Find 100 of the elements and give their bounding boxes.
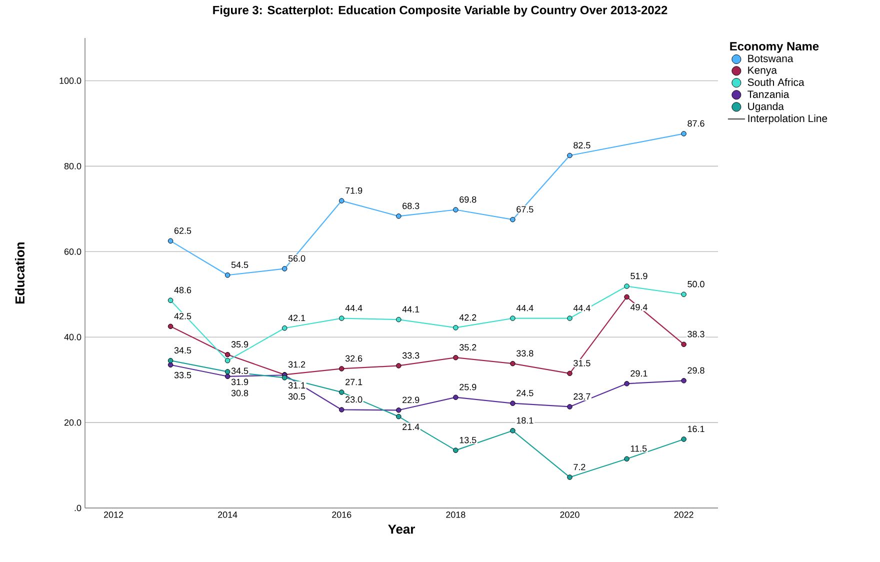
data-label: 34.5 [174,347,192,354]
legend-label: Tanzania [748,90,790,98]
legend-label: Kenya [748,66,777,76]
data-label: 44.4 [516,304,534,312]
legend-label: South Africa [748,78,804,86]
point [453,207,458,212]
data-label: 33.5 [174,372,192,378]
data-label: 51.9 [630,272,648,280]
data-label: 23.0 [346,396,362,403]
point [453,325,458,330]
point [681,378,686,384]
point [567,370,572,376]
data-label: 48.6 [174,286,192,294]
y-tick-label: 60.0 [64,248,82,255]
point [453,394,458,400]
point [510,400,516,406]
data-label: 42.5 [174,312,192,320]
point [510,316,516,321]
point [567,316,572,321]
data-label: 33.8 [516,350,534,357]
point [681,436,686,442]
point [567,404,572,410]
data-label: 68.3 [402,202,420,210]
point [681,131,686,136]
data-label: 69.8 [460,196,476,203]
data-label: 35.2 [460,344,476,351]
data-label: 71.9 [346,187,362,194]
data-label: 44.4 [573,304,590,312]
point [338,390,344,395]
point [338,366,344,372]
y-tick-label: 40.0 [64,334,82,340]
point [567,474,572,480]
data-label: 44.4 [345,304,362,312]
y-tick-label: 80.0 [64,163,82,170]
data-label: 34.5 [231,368,248,374]
data-label: 44.1 [402,306,420,312]
data-label: 33.3 [402,352,420,359]
data-label: 24.5 [516,390,534,396]
y-tick-label: 100.0 [60,78,82,84]
point [224,369,230,374]
data-label: 18.1 [516,417,534,424]
point [681,292,686,297]
data-label: 21.4 [402,424,420,430]
point [624,381,630,386]
data-label: 32.6 [345,355,362,362]
point [624,294,630,300]
data-label: 35.9 [231,341,248,348]
x-tick-label: 2014 [218,512,238,518]
data-label: 42.1 [288,314,306,321]
point [396,414,402,420]
point [681,342,686,347]
text: Interpolation Line [748,114,828,124]
y-axis-title: Education [14,242,25,304]
point [168,238,174,244]
legend-title: Economy Name [730,42,819,53]
data-label: 13.5 [460,436,476,444]
point [282,266,288,272]
point [224,272,230,278]
data-label: 31.2 [288,361,306,368]
point [282,325,288,331]
legend-label: Uganda [748,102,784,112]
data-label: 62.5 [174,228,192,234]
point [510,428,516,434]
point [396,408,402,413]
data-label: 31.1 [288,382,306,389]
data-label: 67.5 [516,206,534,213]
point [510,360,516,366]
x-tick-label: 2022 [674,512,694,518]
legend-label: Botswana [748,54,794,62]
data-label: 22.9 [402,396,420,404]
data-label: 38.3 [688,330,704,338]
x-tick-label: 2020 [560,512,580,518]
data-label: 42.2 [459,314,476,321]
data-label: 31.9 [231,378,248,386]
x-axis-title: Year [388,524,415,534]
point [396,214,402,219]
data-label: 31.5 [574,360,590,366]
point [338,407,344,412]
point [453,448,458,453]
point [453,354,458,360]
point [224,352,230,358]
data-label: 82.5 [574,142,590,148]
point [224,374,230,380]
data-label: 25.9 [460,384,476,390]
data-label: 30.8 [231,390,248,396]
point [224,358,230,364]
point [396,363,402,368]
chart-title: Figure 3: Scatterplot: Education Composite Variable by Country Over 2013-2022 [213,6,668,17]
point [624,456,630,462]
point [567,152,572,158]
data-label: 27.1 [346,378,362,386]
x-tick-label: 2012 [104,512,124,518]
data-label: 29.8 [688,367,704,374]
data-label: 23.7 [574,393,590,400]
data-label: 29.1 [630,370,648,377]
data-label: 30.5 [288,393,306,400]
data-label: 54.5 [231,262,248,268]
point [168,362,174,368]
point [168,324,174,330]
data-label: 87.6 [688,120,704,127]
